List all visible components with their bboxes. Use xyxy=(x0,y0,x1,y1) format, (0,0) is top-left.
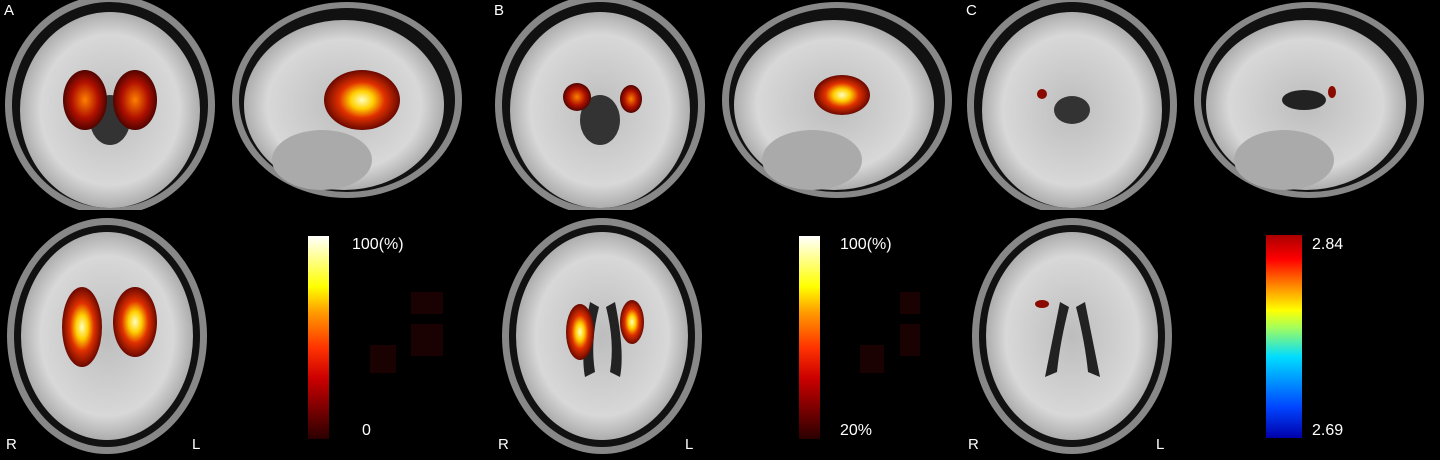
artifact-square xyxy=(411,292,443,314)
panel-a-coronal xyxy=(0,0,220,210)
panel-a-sagittal xyxy=(222,0,472,210)
panel-c-axial xyxy=(965,212,1180,460)
artifact-square xyxy=(900,324,920,356)
panel-label-a: A xyxy=(4,2,15,19)
colorbar-b-max: 100(%) xyxy=(840,236,892,253)
colorbar-b-min: 20% xyxy=(840,422,873,439)
colorbar-c-min: 2.69 xyxy=(1312,422,1344,439)
panel-c-sagittal xyxy=(1184,0,1440,210)
colorbar-c-max: 2.84 xyxy=(1312,236,1344,253)
panel-label-b: B xyxy=(494,2,505,19)
colorbar-c xyxy=(1266,235,1302,438)
orientation-left-a: L xyxy=(192,436,201,453)
orientation-right-a: R xyxy=(6,436,17,453)
artifact-square xyxy=(370,345,396,373)
orientation-left-b: L xyxy=(685,436,694,453)
panel-a-axial xyxy=(0,212,215,460)
artifact-square xyxy=(900,292,920,314)
colorbar-a-max: 100(%) xyxy=(352,236,404,253)
colorbar-a xyxy=(308,236,329,439)
orientation-right-b: R xyxy=(498,436,509,453)
orientation-left-c: L xyxy=(1156,436,1165,453)
colorbar-a-min: 0 xyxy=(362,422,371,439)
artifact-square xyxy=(411,324,443,356)
panel-c-coronal xyxy=(962,0,1182,210)
panel-label-c: C xyxy=(966,2,977,19)
panel-b-sagittal xyxy=(712,0,962,210)
colorbar-b xyxy=(799,236,820,439)
panel-b-coronal xyxy=(490,0,710,210)
artifact-square xyxy=(860,345,884,373)
orientation-right-c: R xyxy=(968,436,979,453)
panel-b-axial xyxy=(495,212,710,460)
